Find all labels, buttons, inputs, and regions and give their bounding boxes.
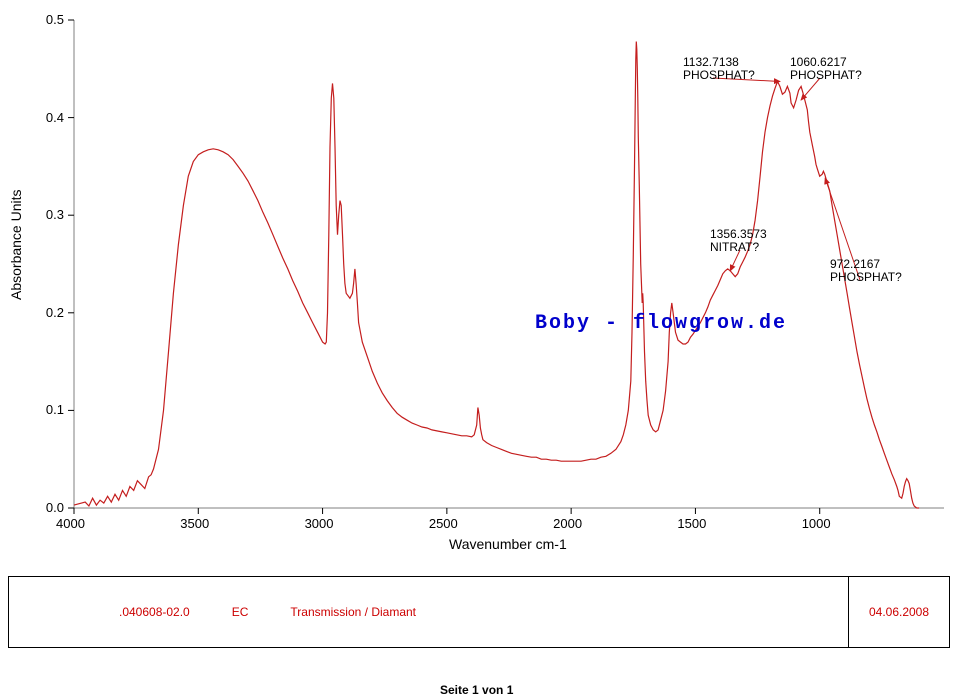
x-tick: 2000 [553, 516, 582, 531]
info-date: 04.06.2008 [849, 577, 949, 647]
info-left: .040608-02.0 EC Transmission / Diamant [9, 577, 849, 647]
y-tick: 0.5 [46, 12, 64, 27]
peak-label: 1132.7138PHOSPHAT? [683, 56, 755, 82]
watermark-text: Boby - flowgrow.de [535, 312, 787, 335]
page-footer: Seite 1 von 1 [440, 683, 513, 695]
y-axis-label: Absorbance Units [8, 189, 24, 300]
y-tick: 0.0 [46, 500, 64, 515]
peak-label: 1356.3573NITRAT? [710, 228, 767, 254]
peak-label: 1060.6217PHOSPHAT? [790, 56, 862, 82]
info-file-id: .040608-02.0 [119, 605, 190, 619]
info-table: .040608-02.0 EC Transmission / Diamant 0… [8, 576, 950, 648]
info-mode: Transmission / Diamant [290, 605, 416, 619]
peak-label: 972.2167PHOSPHAT? [830, 258, 902, 284]
y-tick: 0.3 [46, 207, 64, 222]
x-tick: 3000 [305, 516, 334, 531]
x-axis-label: Wavenumber cm-1 [449, 536, 567, 552]
x-tick: 1000 [802, 516, 831, 531]
y-tick: 0.4 [46, 110, 64, 125]
x-tick: 2500 [429, 516, 458, 531]
spectrum-chart [0, 0, 960, 560]
x-tick: 4000 [56, 516, 85, 531]
y-tick: 0.2 [46, 305, 64, 320]
info-method: EC [232, 605, 249, 619]
x-tick: 1500 [677, 516, 706, 531]
x-tick: 3500 [180, 516, 209, 531]
y-tick: 0.1 [46, 402, 64, 417]
